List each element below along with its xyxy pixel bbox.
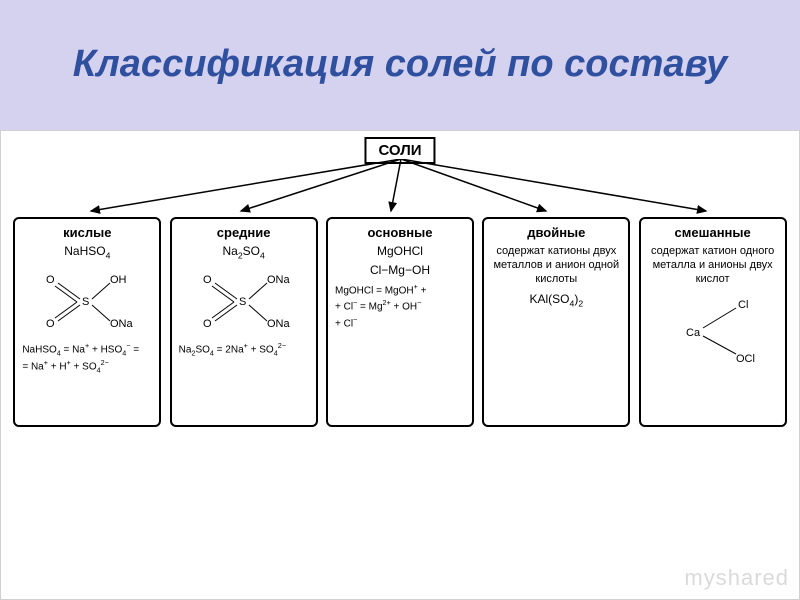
svg-text:ONa: ONa [110, 318, 134, 330]
box-formula: Na2SO4 [177, 244, 311, 261]
box-equation: MgOHCl = MgOH+ + + Cl− = Mg2+ + OH− + Cl… [333, 282, 467, 330]
box-header: кислые [20, 225, 154, 242]
arrows-svg [1, 159, 800, 219]
box-header: смешанные [646, 225, 780, 242]
svg-text:Cl: Cl [738, 299, 748, 311]
box-normal-salts: средние Na2SO4 S O O ONa ONa [170, 217, 318, 427]
svg-text:OH: OH [110, 274, 127, 286]
svg-text:Ca: Ca [686, 327, 701, 339]
diagram-area: СОЛИ кислые NaHSO4 S O O OH O [0, 130, 800, 600]
category-row: кислые NaHSO4 S O O OH ONa [1, 217, 799, 427]
box-formula: NaHSO4 [20, 244, 154, 261]
box-header: средние [177, 225, 311, 242]
svg-text:S: S [239, 296, 246, 308]
struct-na2so4: S O O ONa ONa [189, 265, 299, 335]
watermark: myshared [684, 565, 789, 591]
box-header: основные [333, 225, 467, 242]
box-double-salts: двойные содержат катионы двух металлов и… [482, 217, 630, 427]
svg-text:ONa: ONa [267, 274, 291, 286]
box-equation: NaHSO4 = Na+ + HSO4− = = Na+ + H+ + SO42… [20, 341, 154, 374]
slide-title: Классификация солей по составу [0, 0, 800, 130]
svg-text:O: O [203, 318, 212, 330]
box-equation: Na2SO4 = 2Na+ + SO42− [177, 341, 311, 358]
svg-text:OCl: OCl [736, 353, 755, 365]
box-acid-salts: кислые NaHSO4 S O O OH ONa [13, 217, 161, 427]
box-struct-line: Cl−Mg−OH [333, 263, 467, 278]
struct-caocl2: Ca Cl OCl [658, 290, 768, 370]
svg-text:S: S [82, 296, 89, 308]
box-formula: MgOHCl [333, 244, 467, 259]
svg-text:O: O [46, 274, 55, 286]
struct-nahso4: S O O OH ONa [32, 265, 142, 335]
slide: Классификация солей по составу СОЛИ кисл… [0, 0, 800, 600]
svg-text:O: O [203, 274, 212, 286]
box-basic-salts: основные MgOHCl Cl−Mg−OH MgOHCl = MgOH+ … [326, 217, 474, 427]
box-description: содержат катионы двух металлов и анион о… [489, 244, 623, 286]
box-mixed-salts: смешанные содержат катион одного металла… [639, 217, 787, 427]
box-description: содержат катион одного металла и анионы … [646, 244, 780, 286]
svg-text:O: O [46, 318, 55, 330]
box-formula: KAl(SO4)2 [489, 292, 623, 309]
box-header: двойные [489, 225, 623, 242]
svg-text:ONa: ONa [267, 318, 291, 330]
